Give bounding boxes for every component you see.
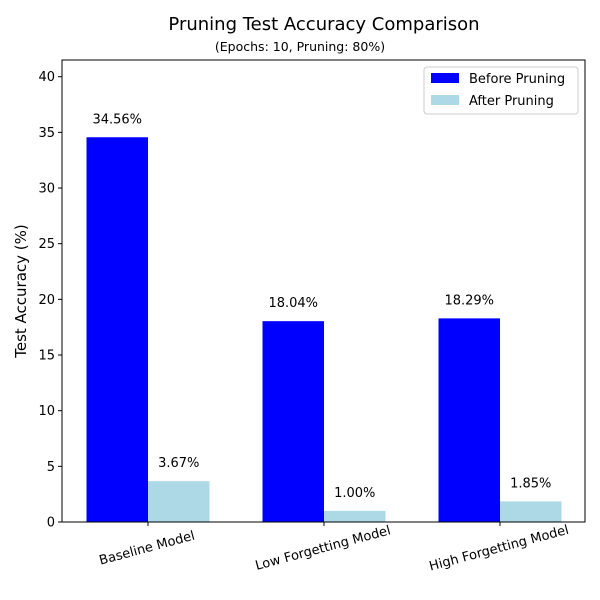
bar-data-label: 3.67% xyxy=(158,456,199,471)
legend-box xyxy=(423,66,579,115)
bar-before-pruning-2 xyxy=(438,318,500,522)
legend-swatch xyxy=(431,95,459,105)
chart-subtitle: (Epochs: 10, Pruning: 80%) xyxy=(215,39,385,54)
y-tick-label: 20 xyxy=(38,293,55,308)
x-tick-label: Low Forgetting Model xyxy=(254,523,393,574)
bar-after-pruning-2 xyxy=(500,501,562,522)
y-tick-label: 30 xyxy=(38,182,55,197)
bar-after-pruning-0 xyxy=(148,481,210,522)
y-tick-label: 10 xyxy=(38,404,55,419)
x-axis: Baseline Model Low Forgetting Model High F… xyxy=(98,522,571,575)
bar-before-pruning-1 xyxy=(262,321,324,522)
legend-swatch xyxy=(431,73,459,83)
bar-data-label: 34.56% xyxy=(92,112,142,127)
bar-data-label: 18.29% xyxy=(444,293,494,308)
x-tick-label: Baseline Model xyxy=(98,529,197,569)
y-tick-label: 40 xyxy=(38,70,55,85)
bar-data-label: 1.85% xyxy=(510,476,551,491)
bar-after-pruning-1 xyxy=(324,510,386,522)
bar-data-label: 18.04% xyxy=(268,296,318,311)
y-tick-label: 25 xyxy=(38,237,55,252)
legend: Before Pruning After Pruning xyxy=(423,66,579,115)
y-tick-label: 5 xyxy=(47,460,55,475)
y-tick-label: 15 xyxy=(38,349,55,364)
y-axis-label: Test Accuracy (%) xyxy=(12,224,30,359)
bar-data-label: 1.00% xyxy=(334,486,375,501)
y-axis: 0 5 10 15 20 25 30 35 40 xyxy=(38,70,62,531)
bar-before-pruning-0 xyxy=(86,137,148,522)
legend-label: After Pruning xyxy=(469,94,554,109)
y-tick-label: 0 xyxy=(47,516,55,531)
bar-labels-group: 34.56% 18.04% 18.29% 3.67% 1.00% 1.85% xyxy=(92,112,551,501)
chart-title: Pruning Test Accuracy Comparison xyxy=(168,14,479,35)
y-tick-label: 35 xyxy=(38,126,55,141)
legend-label: Before Pruning xyxy=(469,72,565,87)
x-tick-label: High Forgetting Model xyxy=(428,523,571,575)
bars-group xyxy=(86,137,562,522)
